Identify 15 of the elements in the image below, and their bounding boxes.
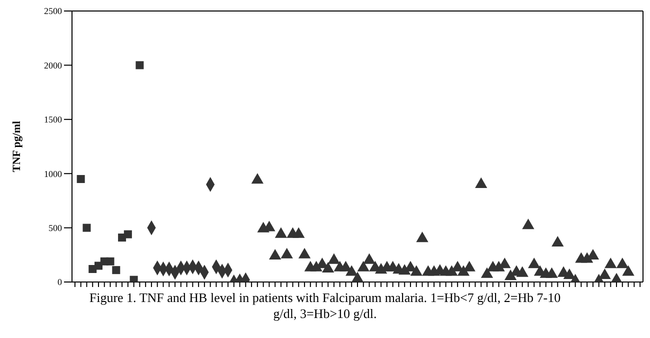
point [130, 276, 138, 282]
y-tick-label: 2500 [44, 6, 62, 16]
y-tick-label: 500 [48, 222, 62, 233]
point [82, 224, 91, 232]
point [124, 230, 132, 238]
point [106, 257, 114, 266]
point [76, 175, 85, 184]
y-tick-label: 1500 [44, 114, 62, 125]
point [136, 61, 144, 70]
y-axis-title: TNF pg/ml [10, 120, 23, 172]
point [112, 266, 120, 274]
y-tick-label: 2000 [44, 60, 62, 70]
y-tick-label: 1000 [44, 168, 62, 179]
y-tick-label: 0 [58, 277, 62, 288]
caption: Figure 1. TNF and HB level in patients with Falciparum malaria. 1=Hb<7 g/dl, 2=Hb 7-10 g/dl, 3=Hb>10 g/dl. [88, 290, 562, 322]
